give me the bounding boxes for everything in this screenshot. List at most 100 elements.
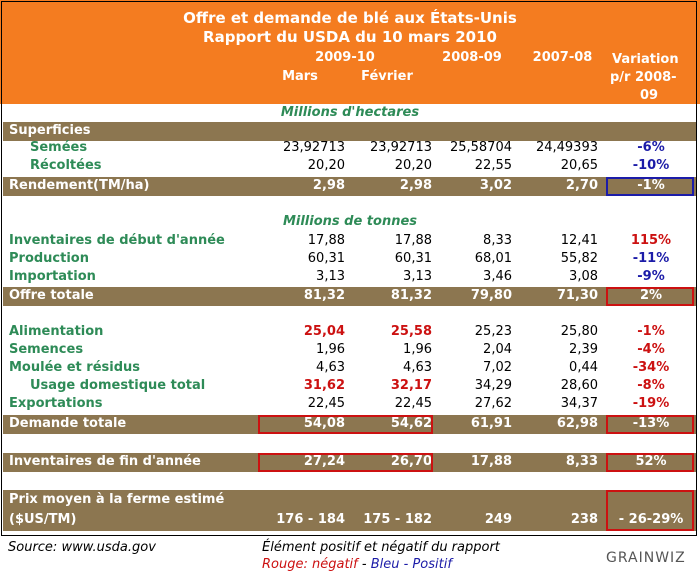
cell-value: 24,49393 <box>535 140 598 155</box>
row-band <box>3 490 696 531</box>
cell-value: 1,96 <box>403 342 432 357</box>
row-band <box>3 177 696 196</box>
cell-value: 7,02 <box>483 360 512 375</box>
col-header: Variation <box>612 52 679 67</box>
variation: -1% <box>637 178 665 193</box>
unit-label: Millions de tonnes <box>282 214 418 229</box>
variation: -4% <box>637 342 665 357</box>
row-band <box>3 415 696 434</box>
variation-box <box>606 177 694 196</box>
note: Élément positif et négatif du rapport <box>262 540 500 555</box>
row-band <box>3 453 696 472</box>
cell-value: 27,24 <box>303 454 345 469</box>
variation: -13% <box>632 416 670 431</box>
col-header: 2007-08 <box>532 50 593 65</box>
variation: 2% <box>639 288 663 303</box>
cell-value: 8,33 <box>565 454 598 469</box>
cell-value: 23,92713 <box>369 140 432 155</box>
variation: -10% <box>632 158 670 173</box>
cell-value: 3,08 <box>569 269 598 284</box>
cell-value: 28,60 <box>560 378 598 393</box>
cell-value: 26,70 <box>390 454 432 469</box>
cell-value: 8,33 <box>483 233 512 248</box>
row-label: Usage domestique total <box>30 378 206 393</box>
col-header: p/r 2008- <box>610 70 677 85</box>
col-header: Mars <box>282 69 318 84</box>
cell-value: 1,96 <box>316 342 345 357</box>
row-label: Demande totale <box>9 416 127 431</box>
cell-value: 54,62 <box>390 416 432 431</box>
cell-value: 20,65 <box>560 158 598 173</box>
cell-value: 25,58 <box>390 324 432 339</box>
cell-value: 2,70 <box>565 178 598 193</box>
subtitle: Rapport du USDA du 10 mars 2010 <box>203 28 497 46</box>
col-header: 09 <box>640 88 659 103</box>
variation: 115% <box>630 233 672 248</box>
source: Source: www.usda.gov <box>8 540 156 555</box>
cell-value: 0,44 <box>569 360 598 375</box>
variation: -34% <box>632 360 670 375</box>
row-label: Superficies <box>9 123 91 138</box>
variation-box <box>606 490 694 531</box>
cell-value: 25,04 <box>303 324 345 339</box>
variation: -19% <box>632 396 670 411</box>
row-band <box>3 287 696 306</box>
cell-value: 2,04 <box>483 342 512 357</box>
row-label: Semées <box>30 140 88 155</box>
legend-red: Rouge: négatif <box>262 557 358 572</box>
variation: -9% <box>637 269 665 284</box>
row-label: Semences <box>9 342 84 357</box>
cell-value: 4,63 <box>316 360 345 375</box>
values-box <box>258 415 433 434</box>
cell-value: 2,39 <box>569 342 598 357</box>
title: Offre et demande de blé aux États-Unis <box>183 9 517 27</box>
cell-value: 34,29 <box>474 378 512 393</box>
cell-value: 54,08 <box>303 416 345 431</box>
cell-value: 17,88 <box>394 233 432 248</box>
col-header: 2009-10 <box>315 50 375 65</box>
cell-value: 55,82 <box>560 251 598 266</box>
cell-value: 3,13 <box>403 269 432 284</box>
cell-value: 20,20 <box>394 158 432 173</box>
row-label: Rendement(TM/ha) <box>9 178 150 193</box>
cell-value: 27,62 <box>474 396 512 411</box>
cell-value: 17,88 <box>470 454 512 469</box>
row-label: Prix moyen à la ferme estimé <box>9 492 225 507</box>
variation: - 26-29% <box>618 512 684 527</box>
cell-value: 25,80 <box>560 324 598 339</box>
values-box <box>258 453 433 472</box>
row-label: Offre totale <box>9 288 94 303</box>
cell-value: 3,13 <box>316 269 345 284</box>
cell-value: 25,58704 <box>449 140 512 155</box>
cell-value: 60,31 <box>394 251 432 266</box>
legend-sep: - <box>357 557 371 572</box>
row-band <box>3 122 696 141</box>
col-header: Février <box>361 69 413 84</box>
legend-blue: Bleu - Positif <box>370 557 452 572</box>
cell-value: 25,23 <box>474 324 512 339</box>
cell-value: 2,98 <box>312 178 345 193</box>
cell-value: 3,02 <box>479 178 512 193</box>
cell-value: 81,32 <box>303 288 345 303</box>
cell-value: 34,37 <box>560 396 598 411</box>
row-label: ($US/TM) <box>9 512 77 527</box>
cell-value: 81,32 <box>390 288 432 303</box>
cell-value: 60,31 <box>307 251 345 266</box>
cell-value: 61,91 <box>470 416 512 431</box>
row-label: Importation <box>9 269 96 284</box>
unit-label: Millions d'hectares <box>280 105 420 120</box>
cell-value: 12,41 <box>560 233 598 248</box>
variation: -11% <box>632 251 670 266</box>
cell-value: 22,55 <box>474 158 512 173</box>
cell-value: 62,98 <box>556 416 598 431</box>
cell-value: 22,45 <box>307 396 345 411</box>
col-header: 2008-09 <box>442 50 502 65</box>
cell-value: 17,88 <box>307 233 345 248</box>
row-label: Inventaires de fin d'année <box>9 454 201 469</box>
row-label: Production <box>9 251 89 266</box>
variation: 52% <box>635 454 667 469</box>
cell-value: 31,62 <box>303 378 345 393</box>
row-label: Alimentation <box>9 324 104 339</box>
cell-value: 2,98 <box>399 178 432 193</box>
cell-value: 32,17 <box>390 378 432 393</box>
